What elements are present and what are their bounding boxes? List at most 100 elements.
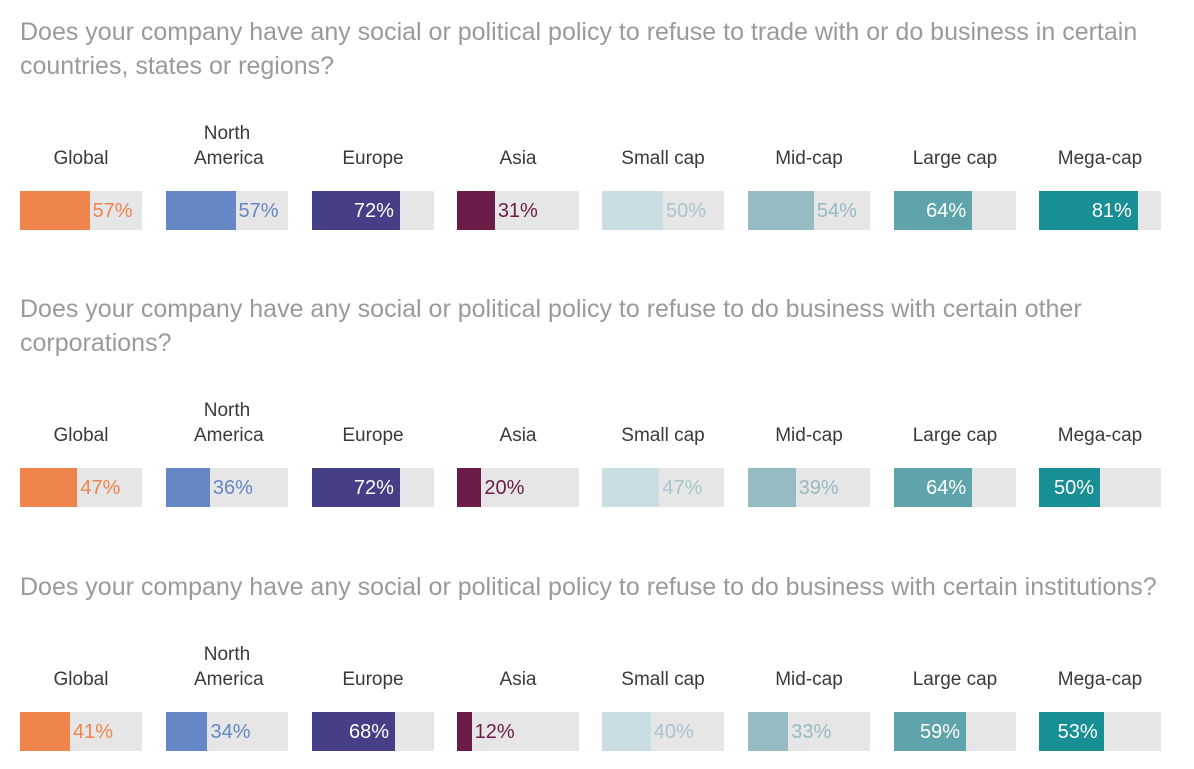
bar-fill [312, 468, 400, 507]
bar-fill [748, 191, 814, 230]
bar-value-label: 72% [353, 200, 394, 222]
category-label: North America [194, 123, 264, 169]
category-label: Large cap [912, 425, 998, 446]
bar-value-label: 33% [791, 721, 832, 743]
category-label: Small cap [621, 669, 705, 690]
bar-track: 59% [894, 712, 1016, 751]
bar-track: 12% [457, 712, 579, 751]
bar-track: 57% [20, 191, 142, 230]
bar-track: 53% [1039, 712, 1161, 751]
category-label: Mega-cap [1057, 669, 1143, 690]
category-label: Large cap [912, 148, 998, 169]
bar-fill [166, 191, 236, 230]
bar-fill [312, 191, 400, 230]
bar-fill [1039, 468, 1100, 507]
category-label: Asia [499, 148, 537, 169]
bar-track: 57% [166, 191, 288, 230]
bar-value-label: 47% [80, 477, 121, 499]
bar-fill [894, 468, 973, 507]
bar-fill [166, 468, 210, 507]
bar-value-label: 20% [484, 477, 525, 499]
bar-track: 47% [602, 468, 724, 507]
bar-value-label: 53% [1057, 721, 1098, 743]
category-label: Europe [342, 669, 404, 690]
bar-fill [20, 468, 78, 507]
category-label: North America [194, 644, 264, 690]
bar-fill [457, 191, 495, 230]
bar-value-label: 57% [92, 200, 133, 222]
bar-track: 39% [748, 468, 870, 507]
bar-fill [1039, 712, 1104, 751]
bar-track: 64% [894, 191, 1016, 230]
category-label: Asia [499, 669, 537, 690]
bar-value-label: 50% [666, 200, 707, 222]
bar-fill [20, 712, 71, 751]
bar-value-label: 54% [816, 200, 857, 222]
bar-track: 20% [457, 468, 579, 507]
bar-value-label: 36% [212, 477, 253, 499]
bar-value-label: 72% [353, 477, 394, 499]
category-label: Europe [342, 425, 404, 446]
bar-value-label: 81% [1091, 200, 1132, 222]
category-label: Global [53, 425, 109, 446]
bar-value-label: 64% [926, 200, 967, 222]
bar-track: 34% [166, 712, 288, 751]
bar-track: 50% [602, 191, 724, 230]
bar-track: 81% [1039, 191, 1161, 230]
question-title: Does your company have any social or pol… [20, 295, 1082, 357]
bar-value-label: 40% [653, 721, 694, 743]
bar-fill [602, 712, 651, 751]
question-title: Does your company have any social or pol… [20, 18, 1138, 80]
category-label: Mid-cap [775, 669, 843, 690]
bar-fill [457, 468, 482, 507]
bar-value-label: 12% [474, 721, 515, 743]
bar-value-label: 59% [919, 721, 960, 743]
bar-fill [312, 712, 395, 751]
bar-track: 72% [312, 191, 434, 230]
bar-track: 36% [166, 468, 288, 507]
category-label: Mega-cap [1057, 148, 1143, 169]
bar-track: 40% [602, 712, 724, 751]
bar-value-label: 50% [1054, 477, 1095, 499]
bar-value-label: 64% [926, 477, 967, 499]
bar-fill [20, 191, 90, 230]
bar-track: 68% [312, 712, 434, 751]
bar-fill [894, 191, 973, 230]
bar-value-label: 41% [73, 721, 114, 743]
bar-fill [894, 712, 966, 751]
bar-fill [748, 468, 796, 507]
question-title: Does your company have any social or pol… [20, 573, 1157, 601]
category-label: Large cap [912, 669, 998, 690]
category-label: Small cap [621, 425, 705, 446]
bar-track: 47% [20, 468, 142, 507]
bar-fill [602, 468, 660, 507]
category-label: Mid-cap [775, 148, 843, 169]
bar-fill [602, 191, 663, 230]
bar-fill [457, 712, 472, 751]
category-label: Global [53, 148, 109, 169]
bar-fill [166, 712, 208, 751]
bar-fill [1039, 191, 1138, 230]
category-label: Europe [342, 148, 404, 169]
bar-track: 50% [1039, 468, 1161, 507]
bar-value-label: 34% [210, 721, 251, 743]
bar-value-label: 47% [662, 477, 703, 499]
category-label: Asia [499, 425, 537, 446]
category-label: Mega-cap [1057, 425, 1143, 446]
category-label: Mid-cap [775, 425, 843, 446]
bar-value-label: 57% [238, 200, 279, 222]
bar-track: 41% [20, 712, 142, 751]
category-label: North America [194, 400, 264, 446]
bar-value-label: 31% [497, 200, 538, 222]
bar-fill [748, 712, 789, 751]
bar-track: 33% [748, 712, 870, 751]
bar-track: 72% [312, 468, 434, 507]
bar-track: 54% [748, 191, 870, 230]
bar-value-label: 68% [348, 721, 389, 743]
category-label: Small cap [621, 148, 705, 169]
bar-track: 31% [457, 191, 579, 230]
category-label: Global [53, 669, 109, 690]
bar-track: 64% [894, 468, 1016, 507]
bar-value-label: 39% [798, 477, 839, 499]
